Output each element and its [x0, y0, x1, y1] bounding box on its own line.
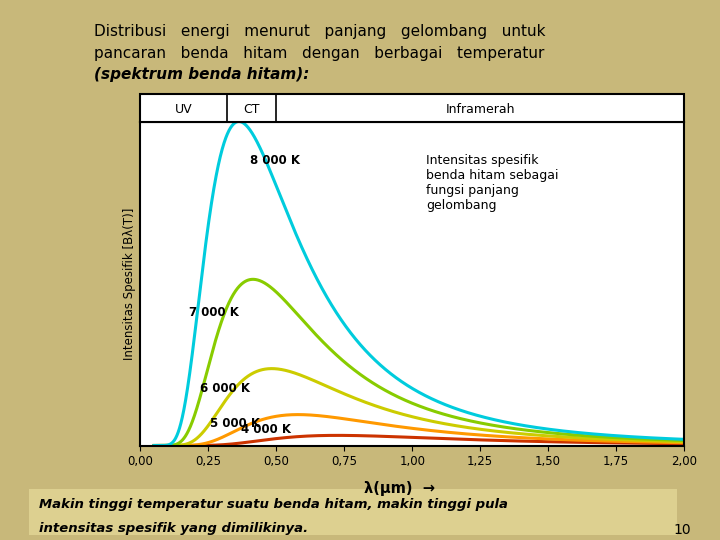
- Text: (spektrum benda hitam):: (spektrum benda hitam):: [94, 68, 309, 83]
- Bar: [140, 94, 684, 122]
- Text: 7 000 K: 7 000 K: [189, 306, 239, 319]
- Text: 5 000 K: 5 000 K: [210, 417, 260, 430]
- Text: Inframerah: Inframerah: [446, 103, 515, 116]
- Y-axis label: Intensitas Spesifik [Bλ(T)]: Intensitas Spesifik [Bλ(T)]: [123, 207, 136, 360]
- Text: Distribusi   energi   menurut   panjang   gelombang   untuk: Distribusi energi menurut panjang gelomb…: [94, 24, 545, 39]
- Text: 4 000 K: 4 000 K: [241, 423, 291, 436]
- Text: 10: 10: [674, 523, 691, 537]
- Text: intensitas spesifik yang dimilikinya.: intensitas spesifik yang dimilikinya.: [39, 522, 307, 535]
- Text: λ(μm)  →: λ(μm) →: [364, 481, 435, 496]
- Text: 8 000 K: 8 000 K: [250, 154, 300, 167]
- Text: UV: UV: [175, 103, 193, 116]
- Text: pancaran   benda   hitam   dengan   berbagai   temperatur: pancaran benda hitam dengan berbagai tem…: [94, 46, 544, 61]
- Text: 6 000 K: 6 000 K: [200, 382, 250, 395]
- Text: Makin tinggi temperatur suatu benda hitam, makin tinggi pula: Makin tinggi temperatur suatu benda hita…: [39, 498, 508, 511]
- Text: Intensitas spesifik
benda hitam sebagai
fungsi panjang
gelombang: Intensitas spesifik benda hitam sebagai …: [426, 154, 558, 212]
- Text: CT: CT: [243, 103, 260, 116]
